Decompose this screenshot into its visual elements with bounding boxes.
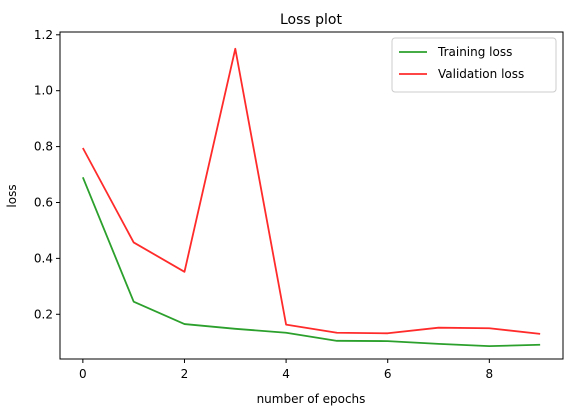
legend: Training loss Validation loss <box>391 37 557 93</box>
legend-box <box>391 37 557 93</box>
chart-title: Loss plot <box>280 12 342 28</box>
y-tick-label: 1.0 <box>34 84 53 98</box>
x-tick-label: 4 <box>282 367 290 381</box>
y-tick-label: 1.2 <box>34 28 53 42</box>
x-tick-label: 8 <box>486 367 494 381</box>
x-axis-label: number of epochs <box>257 392 366 406</box>
legend-label-training-loss: Training loss <box>437 45 512 59</box>
legend-label-validation-loss: Validation loss <box>438 67 524 81</box>
y-tick-label: 0.8 <box>34 140 53 154</box>
plot-frame <box>59 31 564 360</box>
x-tick-label: 2 <box>181 367 189 381</box>
y-tick-label: 0.6 <box>34 195 53 209</box>
plot-area <box>82 47 541 348</box>
x-tick-label: 0 <box>79 367 87 381</box>
training-loss-line <box>82 176 541 348</box>
y-tick-label: 0.4 <box>34 251 53 265</box>
validation-loss-line <box>82 47 541 335</box>
x-tick-label: 6 <box>384 367 392 381</box>
y-axis-label: loss <box>5 184 19 207</box>
y-tick-label: 0.2 <box>34 307 53 321</box>
